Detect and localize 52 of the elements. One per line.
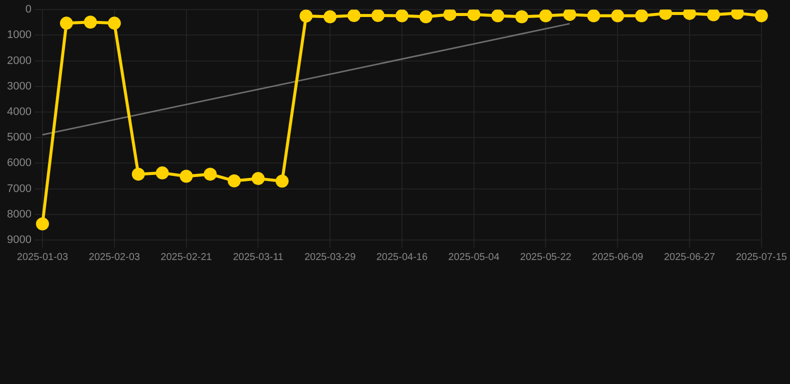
point <box>754 10 768 22</box>
point <box>348 10 361 22</box>
point <box>563 10 576 21</box>
point <box>371 10 384 22</box>
y-tick-label: 4000 <box>6 106 32 118</box>
y-tick-label: 2000 <box>6 54 32 67</box>
x-tick-label: 2025-06-09 <box>592 252 644 263</box>
point <box>180 170 193 183</box>
x-tick-label: 2025-05-22 <box>520 252 572 263</box>
point <box>443 10 456 21</box>
point <box>706 10 720 22</box>
point <box>395 10 408 22</box>
point <box>132 168 145 181</box>
point <box>467 10 480 21</box>
x-tick-label: 2025-02-21 <box>160 252 212 263</box>
point <box>635 10 648 22</box>
x-tick-label: 2025-03-11 <box>232 252 284 263</box>
point <box>228 174 241 188</box>
point <box>108 16 121 30</box>
x-tick-label: 2025-02-03 <box>88 252 140 263</box>
point <box>611 10 624 22</box>
x-tick-label: 2025-06-27 <box>664 252 716 263</box>
point <box>204 168 217 181</box>
y-tick-label: 8000 <box>6 208 32 220</box>
point <box>683 10 696 20</box>
point <box>324 10 337 24</box>
point <box>491 10 504 22</box>
point <box>156 166 169 180</box>
y-tick-label: 1000 <box>6 29 32 42</box>
y-tick-label: 0 <box>25 4 32 16</box>
point <box>730 10 744 20</box>
x-tick-label: 2025-01-03 <box>16 252 68 263</box>
point <box>419 10 432 24</box>
point <box>84 16 97 29</box>
x-tick-label: 2025-03-29 <box>304 252 356 263</box>
y-tick-label: 9000 <box>6 234 32 246</box>
x-tick-label: 2025-04-16 <box>376 252 428 263</box>
point <box>300 10 313 22</box>
point <box>60 16 73 30</box>
point <box>252 172 265 186</box>
x-tick-label: 2025-07-15 <box>736 252 788 263</box>
y-tick-label: 7000 <box>6 182 32 195</box>
point <box>587 10 600 22</box>
y-tick-label: 3000 <box>6 80 32 92</box>
point <box>659 10 672 20</box>
x-tick-label: 2025-05-04 <box>448 252 500 263</box>
point <box>36 217 49 230</box>
point <box>515 10 528 24</box>
point <box>539 10 552 22</box>
y-tick-label: 5000 <box>6 132 32 144</box>
y-tick-label: 6000 <box>6 157 32 170</box>
point <box>276 174 289 188</box>
